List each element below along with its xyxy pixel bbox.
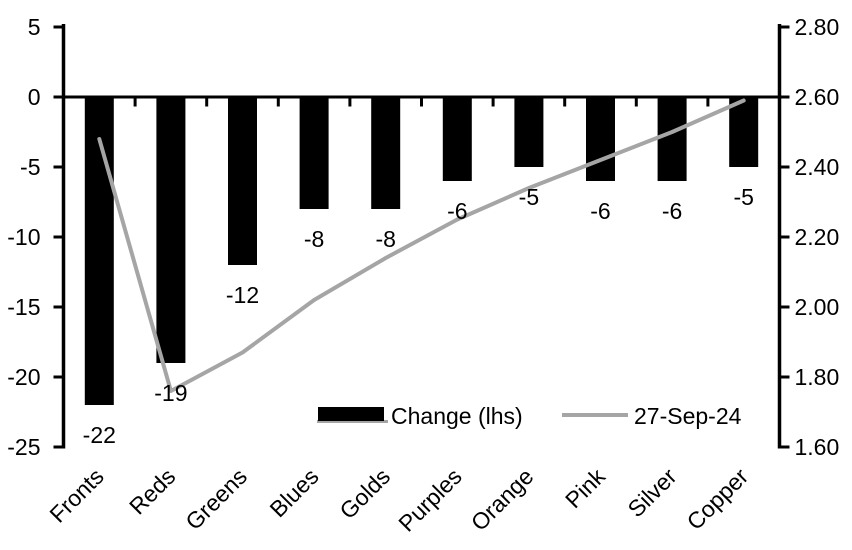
bar-fronts: [84, 97, 114, 405]
category-label-reds: Reds: [124, 463, 180, 519]
right-axis-tick-label: 1.60: [795, 434, 840, 460]
bar-value-label: -5: [519, 184, 539, 210]
category-label-silver: Silver: [623, 463, 682, 522]
bar-value-label: -8: [375, 226, 395, 252]
bar-orange: [514, 97, 544, 167]
right-axis-tick-label: 2.20: [795, 224, 840, 250]
right-axis: 2.80 2.60 2.40 2.20 2.00 1.80 1.60: [777, 14, 840, 460]
right-axis-tick-label: 2.40: [795, 154, 840, 180]
bar-greens: [228, 97, 257, 265]
bars: [84, 97, 759, 405]
category-label-fronts: Fronts: [44, 463, 108, 527]
trend-line-series: [97, 98, 746, 393]
left-axis-tick-label: -25: [7, 434, 40, 460]
legend-label-change-lhs: Change (lhs): [391, 403, 523, 429]
bar-value-labels: -22 -19 -12 -8 -8 -6 -5 -6 -6 -5: [83, 184, 754, 448]
trend-line: [97, 98, 746, 393]
bar-golds: [371, 97, 401, 209]
bar-purples: [442, 97, 472, 181]
bar-value-label: -6: [590, 198, 610, 224]
category-label-orange: Orange: [466, 463, 539, 536]
category-label-copper: Copper: [682, 463, 754, 535]
legend-bar-swatch: [318, 407, 384, 421]
bar-pink: [586, 97, 615, 181]
right-axis-tick-label: 2.00: [795, 294, 840, 320]
legend: Change (lhs) 27-Sep-24: [317, 403, 742, 429]
category-label-pink: Pink: [560, 463, 610, 513]
bar-value-label: -6: [447, 198, 467, 224]
left-axis-tick-label: -5: [20, 154, 40, 180]
legend-label-27-sep-24: 27-Sep-24: [634, 403, 742, 429]
bar-copper: [729, 97, 759, 167]
bar-value-label: -5: [733, 184, 753, 210]
left-axis-tick-label: -20: [7, 364, 40, 390]
left-axis-tick-label: 0: [28, 84, 41, 110]
left-axis-tick-label: -10: [7, 224, 40, 250]
bar-reds: [156, 97, 186, 363]
bar-value-label: -8: [304, 226, 324, 252]
x-axis: [62, 95, 781, 107]
legend-bar-swatch-shadow: [317, 420, 388, 423]
left-axis: 5 0 -5 -10 -15 -20 -25: [7, 14, 66, 460]
right-axis-tick-label: 1.80: [795, 364, 840, 390]
bar-value-label: -12: [226, 282, 259, 308]
bar-blues: [299, 97, 329, 209]
left-axis-tick-label: 5: [28, 14, 41, 40]
category-label-blues: Blues: [265, 463, 324, 522]
category-label-golds: Golds: [334, 463, 395, 524]
bar-value-label: -19: [154, 380, 187, 406]
category-label-purples: Purples: [393, 463, 467, 537]
right-axis-tick-label: 2.60: [795, 84, 840, 110]
left-axis-tick-label: -15: [7, 294, 40, 320]
bar-silver: [657, 97, 687, 181]
category-label-greens: Greens: [180, 463, 252, 535]
bar-value-label: -22: [83, 422, 116, 448]
right-axis-tick-label: 2.80: [795, 14, 840, 40]
bar-value-label: -6: [662, 198, 682, 224]
